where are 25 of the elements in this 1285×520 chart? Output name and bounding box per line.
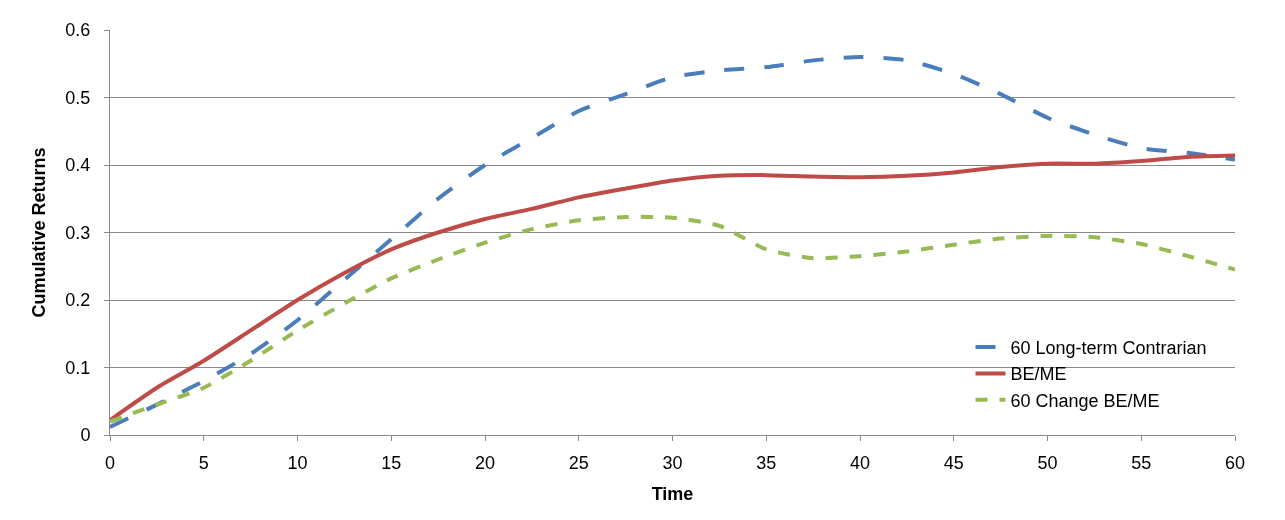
y-tick-label: 0.3 xyxy=(65,222,91,243)
x-tick-label: 20 xyxy=(474,452,496,473)
legend-label: BE/ME xyxy=(1010,364,1067,385)
x-tick-label: 35 xyxy=(756,452,777,473)
x-tick-label: 60 xyxy=(1224,452,1246,473)
y-tick-label: 0.4 xyxy=(65,155,91,176)
x-tick-label: 45 xyxy=(943,452,964,473)
y-tick-label: 0 xyxy=(80,425,91,446)
y-tick-label: 0.6 xyxy=(65,20,91,41)
x-tick-label: 15 xyxy=(381,452,402,473)
legend-label: 60 Change BE/ME xyxy=(1010,390,1160,411)
y-axis-title: Cumulative Returns xyxy=(28,147,49,318)
y-tick-label: 0.5 xyxy=(65,87,91,108)
x-tick-label: 55 xyxy=(1131,452,1152,473)
x-tick-label: 10 xyxy=(287,452,308,473)
x-tick-label: 25 xyxy=(568,452,589,473)
x-tick-label: 50 xyxy=(1037,452,1058,473)
x-axis-title: Time xyxy=(651,483,694,504)
legend-label: 60 Long-term Contrarian xyxy=(1010,338,1207,359)
y-tick-label: 0.2 xyxy=(65,290,91,311)
x-tick-label: 30 xyxy=(662,452,683,473)
x-tick-label: 40 xyxy=(849,452,871,473)
x-tick-label: 0 xyxy=(104,452,116,473)
x-tick-label: 5 xyxy=(198,452,209,473)
y-tick-label: 0.1 xyxy=(65,357,91,378)
